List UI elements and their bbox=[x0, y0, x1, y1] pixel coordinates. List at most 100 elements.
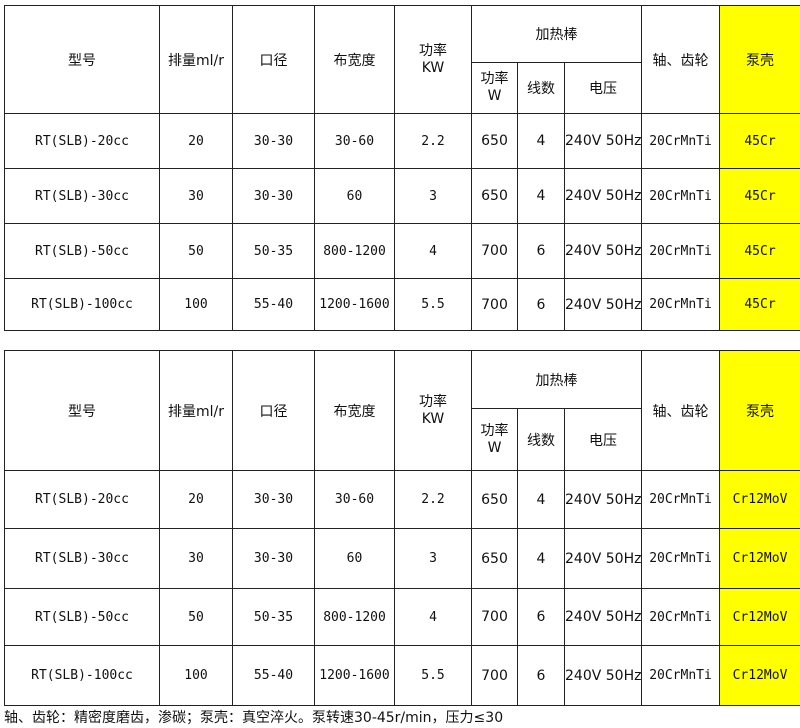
cell: 60 bbox=[314, 168, 395, 224]
cell: 45Cr bbox=[719, 113, 800, 169]
table-row: RT(SLB)-20cc 20 30-30 30-60 2.2 650 4 240V 50Hz… bbox=[4, 113, 800, 169]
header-pump_shell: 泵壳 bbox=[719, 350, 800, 471]
cell: 700 bbox=[471, 588, 518, 646]
header-power_kw: 功率KW bbox=[394, 350, 472, 471]
cell: Cr12MoV bbox=[719, 470, 800, 529]
cell: 800-1200 bbox=[314, 223, 395, 279]
header-wires: 线数 bbox=[517, 62, 565, 114]
header-voltage: 电压 bbox=[563, 62, 643, 114]
header-wires: 线数 bbox=[517, 408, 565, 471]
cell: 20CrMnTi bbox=[641, 278, 721, 331]
cell: Cr12MoV bbox=[719, 645, 800, 706]
cell: 240V 50Hz bbox=[563, 588, 643, 646]
header-pump_shell: 泵壳 bbox=[719, 5, 800, 114]
cell: 30-60 bbox=[314, 113, 395, 169]
cell: 100 bbox=[159, 278, 233, 331]
header-shaft_gear: 轴、齿轮 bbox=[641, 5, 721, 114]
cell: 20CrMnTi bbox=[641, 528, 721, 589]
header-caliber: 口径 bbox=[232, 5, 315, 114]
cell: Cr12MoV bbox=[719, 528, 800, 589]
cell: 6 bbox=[517, 645, 565, 706]
cell: 20CrMnTi bbox=[641, 168, 721, 224]
header-model: 型号 bbox=[4, 350, 160, 471]
cell: 700 bbox=[471, 223, 518, 279]
cell: 700 bbox=[471, 645, 518, 706]
cell: 240V 50Hz bbox=[563, 278, 643, 331]
table-row: RT(SLB)-30cc 30 30-30 60 3 650 4 240V 50Hz 20CrM… bbox=[4, 528, 800, 589]
cell: 240V 50Hz bbox=[563, 223, 643, 279]
table-row: RT(SLB)-50cc 50 50-35 800-1200 4 700 6 240V 50H… bbox=[4, 223, 800, 279]
cell: 20CrMnTi bbox=[641, 113, 721, 169]
header-voltage: 电压 bbox=[563, 408, 643, 471]
cell: 50-35 bbox=[232, 223, 315, 279]
cell: RT(SLB)-50cc bbox=[4, 223, 160, 279]
cell: 650 bbox=[471, 113, 518, 169]
cell: 30-60 bbox=[314, 470, 395, 529]
cell: 30-30 bbox=[232, 528, 315, 589]
cell: 6 bbox=[517, 223, 565, 279]
cell: 30-30 bbox=[232, 113, 315, 169]
cell: 5.5 bbox=[394, 278, 472, 331]
header-heater_power: 功率W bbox=[471, 62, 518, 114]
cell: 3 bbox=[394, 168, 472, 224]
cell: 4 bbox=[394, 588, 472, 646]
cell: 4 bbox=[517, 168, 565, 224]
cell: 1200-1600 bbox=[314, 645, 395, 706]
cell: 30-30 bbox=[232, 168, 315, 224]
cell: 20 bbox=[159, 113, 233, 169]
cell: 650 bbox=[471, 528, 518, 589]
cell: 30 bbox=[159, 528, 233, 589]
table-row: RT(SLB)-100cc 100 55-40 1200-1600 5.5 700 6 240… bbox=[4, 278, 800, 331]
header-displacement: 排量ml/r bbox=[159, 5, 233, 114]
cell: 1200-1600 bbox=[314, 278, 395, 331]
cell: 800-1200 bbox=[314, 588, 395, 646]
cell: 240V 50Hz bbox=[563, 113, 643, 169]
cell: 20CrMnTi bbox=[641, 645, 721, 706]
cell: 30-30 bbox=[232, 470, 315, 529]
table-row: RT(SLB)-30cc 30 30-30 60 3 650 4 240V 50Hz 20CrM… bbox=[4, 168, 800, 224]
cell: RT(SLB)-50cc bbox=[4, 588, 160, 646]
cell: RT(SLB)-30cc bbox=[4, 528, 160, 589]
cell: 20 bbox=[159, 470, 233, 529]
cell: 2.2 bbox=[394, 470, 472, 529]
cell: 20CrMnTi bbox=[641, 223, 721, 279]
cell: 2.2 bbox=[394, 113, 472, 169]
cell: RT(SLB)-20cc bbox=[4, 113, 160, 169]
cell: 55-40 bbox=[232, 278, 315, 331]
cell: 4 bbox=[517, 528, 565, 589]
cell: 50 bbox=[159, 588, 233, 646]
header-model: 型号 bbox=[4, 5, 160, 114]
header-heater_power: 功率W bbox=[471, 408, 518, 471]
cell: 6 bbox=[517, 588, 565, 646]
cell: 4 bbox=[517, 470, 565, 529]
cell: 4 bbox=[517, 113, 565, 169]
cell: RT(SLB)-30cc bbox=[4, 168, 160, 224]
header-cloth_width: 布宽度 bbox=[314, 5, 395, 114]
cell: 240V 50Hz bbox=[563, 645, 643, 706]
cell: 3 bbox=[394, 528, 472, 589]
cell: 650 bbox=[471, 168, 518, 224]
cell: 100 bbox=[159, 645, 233, 706]
cell: RT(SLB)-100cc bbox=[4, 645, 160, 706]
header-cloth_width: 布宽度 bbox=[314, 350, 395, 471]
header-heater: 加热棒 bbox=[470, 350, 643, 409]
header-displacement: 排量ml/r bbox=[159, 350, 233, 471]
cell: 700 bbox=[471, 278, 518, 331]
table-row: RT(SLB)-20cc 20 30-30 30-60 2.2 650 4 240V 50Hz… bbox=[4, 470, 800, 529]
footer-note: 轴、齿轮：精密度磨齿，渗碳；泵壳：真空淬火。泵转速30-45r/min，压力≤3… bbox=[4, 710, 504, 726]
cell: 45Cr bbox=[719, 223, 800, 279]
cell: Cr12MoV bbox=[719, 588, 800, 646]
cell: 50-35 bbox=[232, 588, 315, 646]
header-power_kw: 功率KW bbox=[394, 5, 472, 114]
cell: 20CrMnTi bbox=[641, 470, 721, 529]
cell: 4 bbox=[394, 223, 472, 279]
spec-table-1: 型号 排量ml/r 口径 布宽度 功率KW 加热棒 轴、齿轮 泵壳 功率W 线数 电压 RT(SLB)… bbox=[4, 5, 800, 331]
cell: 50 bbox=[159, 223, 233, 279]
cell: 6 bbox=[517, 278, 565, 331]
cell: 45Cr bbox=[719, 278, 800, 331]
cell: 55-40 bbox=[232, 645, 315, 706]
header-caliber: 口径 bbox=[232, 350, 315, 471]
spec-table-2: 型号 排量ml/r 口径 布宽度 功率KW 加热棒 轴、齿轮 泵壳 功率W 线数 电压 RT(SLB)… bbox=[4, 350, 800, 706]
cell: 240V 50Hz bbox=[563, 528, 643, 589]
cell: 240V 50Hz bbox=[563, 168, 643, 224]
